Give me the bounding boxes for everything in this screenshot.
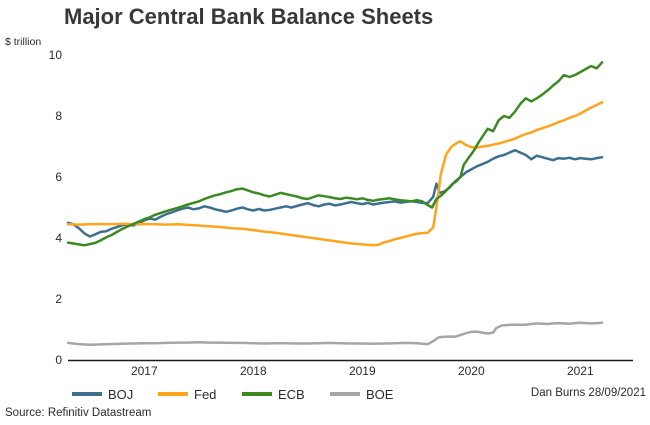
legend-label-ecb: ECB [278,386,305,402]
legend-swatch-boj [72,392,102,396]
legend-swatch-boe [330,392,360,396]
legend-label-boj: BOJ [108,386,134,402]
legend-swatch-fed [158,392,188,396]
series-line-boj [66,148,604,238]
legend-label-fed: Fed [194,386,217,402]
legend-swatch-ecb [242,392,272,396]
x-tick-label: 2018 [239,364,267,378]
series-line-boe [66,321,604,347]
x-tick-label: 2020 [457,364,485,378]
x-tick-label: 2019 [348,364,376,378]
x-tick-label: 2017 [130,364,158,378]
legend: BOJ Fed ECB BOE [0,385,650,403]
y-tick-label: 6 [55,170,62,184]
y-axis-unit-label: $ trillion [5,36,42,48]
y-tick-label: 0 [55,353,62,367]
legend-item-boe: BOE [330,385,393,403]
x-tick-label: 2021 [566,364,594,378]
y-tick-label: 10 [48,48,62,62]
legend-item-boj: BOJ [72,385,133,403]
y-tick-label: 8 [55,109,62,123]
page-title: Major Central Bank Balance Sheets [64,4,434,29]
y-tick-label: 2 [55,292,62,306]
legend-label-boe: BOE [366,386,394,402]
series-line-fed [66,101,604,247]
legend-item-fed: Fed [158,385,216,403]
y-tick-label: 4 [55,231,62,245]
source-note: Source: Refinitiv Datastream [5,407,152,419]
series-line-ecb [66,61,604,247]
author-credit: Dan Burns 28/09/2021 [530,387,646,399]
legend-item-ecb: ECB [242,385,305,403]
